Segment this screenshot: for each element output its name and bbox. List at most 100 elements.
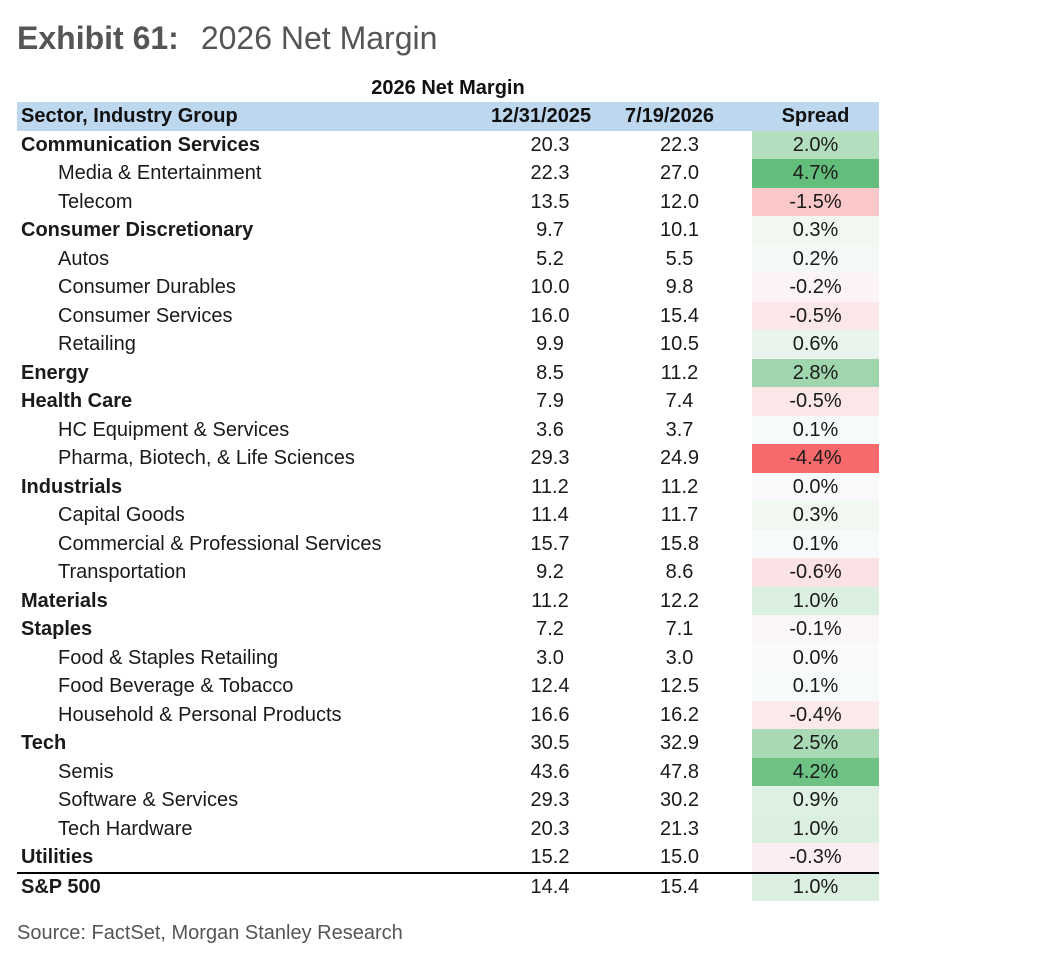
sector-row: Materials 11.2 12.2 1.0% xyxy=(17,586,879,615)
row-spread: 1.0% xyxy=(752,586,879,615)
industry-row: Consumer Services 16.0 15.4 -0.5% xyxy=(17,301,879,330)
row-value-date2: 16.2 xyxy=(660,703,699,726)
row-spread: -4.4% xyxy=(752,444,879,473)
row-name: HC Equipment & Services xyxy=(58,418,290,441)
row-spread: 2.5% xyxy=(752,729,879,758)
row-value-date1: 22.3 xyxy=(530,162,570,184)
row-name: Consumer Services xyxy=(58,304,233,327)
industry-row: Transportation 9.2 8.6 -0.6% xyxy=(17,558,879,587)
sector-row: Health Care 7.9 7.4 -0.5% xyxy=(17,387,879,416)
row-value-date2: 27.0 xyxy=(660,162,699,184)
row-value-date2: 8.6 xyxy=(665,561,694,583)
row-value-date1: 9.2 xyxy=(536,561,564,583)
table-header-row: Sector, Industry Group 12/31/2025 7/19/2… xyxy=(17,102,879,131)
row-name: S&P 500 xyxy=(17,871,479,901)
row-value-date1: 43.6 xyxy=(530,760,570,783)
row-name: Industrials xyxy=(21,475,123,498)
row-spread: 0.1% xyxy=(752,529,879,558)
row-spread: 1.0% xyxy=(752,871,879,901)
row-value-date2: 12.5 xyxy=(660,675,699,697)
row-value-date1: 3.6 xyxy=(536,418,564,441)
row-value-date2: 11.2 xyxy=(660,361,699,384)
column-header-date1: 12/31/2025 xyxy=(479,102,607,131)
row-value-date2: 30.2 xyxy=(660,789,699,811)
industry-row: Semis 43.6 47.8 4.2% xyxy=(17,757,879,786)
row-value-date2: 9.8 xyxy=(665,276,694,298)
row-value-date1: 11.2 xyxy=(531,589,569,612)
total-row: S&P 500 14.4 15.4 1.0% xyxy=(17,871,879,901)
row-value-date2: 47.8 xyxy=(660,760,699,783)
row-value-date2: 21.3 xyxy=(660,817,699,840)
row-spread: -0.3% xyxy=(752,843,879,873)
row-value-date1: 14.4 xyxy=(479,871,607,901)
industry-row: HC Equipment & Services 3.6 3.7 0.1% xyxy=(17,415,879,444)
row-name: Health Care xyxy=(21,390,133,412)
industry-row: Tech Hardware 20.3 21.3 1.0% xyxy=(17,814,879,843)
row-name: Retailing xyxy=(58,333,136,355)
industry-row: Retailing 9.9 10.5 0.6% xyxy=(17,330,879,359)
column-header-spread: Spread xyxy=(752,102,879,131)
row-spread: 0.2% xyxy=(752,244,879,273)
row-spread: -0.1% xyxy=(752,615,879,644)
source-note: Source: FactSet, Morgan Stanley Research xyxy=(17,922,403,944)
sector-row: Tech 30.5 32.9 2.5% xyxy=(17,729,879,758)
industry-row: Food Beverage & Tobacco 12.4 12.5 0.1% xyxy=(17,672,879,701)
sector-row: Staples 7.2 7.1 -0.1% xyxy=(17,615,879,644)
row-name: Capital Goods xyxy=(58,504,185,526)
row-value-date2: 11.7 xyxy=(660,504,699,526)
row-spread: -0.6% xyxy=(752,558,879,587)
row-name: Food & Staples Retailing xyxy=(58,646,279,669)
row-spread: 0.6% xyxy=(752,330,879,359)
row-name: Utilities xyxy=(21,846,94,868)
row-spread: 0.3% xyxy=(752,501,879,530)
row-spread: -1.5% xyxy=(752,187,879,216)
industry-row: Autos 5.2 5.5 0.2% xyxy=(17,244,879,273)
row-name: Consumer Discretionary xyxy=(21,219,254,241)
row-value-date1: 20.3 xyxy=(530,817,570,840)
row-name: Consumer Durables xyxy=(58,276,236,298)
row-name: Transportation xyxy=(58,561,187,583)
row-value-date1: 29.3 xyxy=(530,789,570,811)
industry-row: Food & Staples Retailing 3.0 3.0 0.0% xyxy=(17,643,879,672)
row-spread: 2.8% xyxy=(752,358,879,387)
row-name: Tech xyxy=(21,732,67,754)
row-spread: 4.2% xyxy=(752,757,879,786)
row-spread: 0.0% xyxy=(752,472,879,501)
column-header-sector: Sector, Industry Group xyxy=(17,102,479,131)
exhibit-title: 2026 Net Margin xyxy=(200,20,438,56)
row-value-date1: 5.2 xyxy=(536,247,564,270)
sector-row: Utilities 15.2 15.0 -0.3% xyxy=(17,843,879,873)
row-value-date2: 15.4 xyxy=(607,871,752,901)
row-value-date2: 5.5 xyxy=(665,247,694,270)
industry-row: Household & Personal Products 16.6 16.2 -0.… xyxy=(17,700,879,729)
row-name: Commercial & Professional Services xyxy=(58,532,382,555)
row-value-date1: 8.5 xyxy=(536,361,564,384)
row-name: Software & Services xyxy=(58,789,239,811)
row-value-date2: 3.0 xyxy=(665,646,694,669)
industry-row: Pharma, Biotech, & Life Sciences 29.3 24.9… xyxy=(17,444,879,473)
row-value-date2: 11.2 xyxy=(660,475,699,498)
row-value-date2: 7.1 xyxy=(665,618,694,640)
row-spread: 0.3% xyxy=(752,216,879,245)
row-value-date1: 13.5 xyxy=(530,190,570,213)
sector-row: Energy 8.5 11.2 2.8% xyxy=(17,358,879,387)
row-value-date2: 32.9 xyxy=(660,732,699,754)
industry-row: Capital Goods 11.4 11.7 0.3% xyxy=(17,501,879,530)
row-value-date1: 16.6 xyxy=(530,703,570,726)
row-value-date2: 15.0 xyxy=(660,846,699,868)
row-value-date2: 22.3 xyxy=(660,133,699,156)
row-spread: -0.5% xyxy=(752,387,879,416)
row-spread: 0.0% xyxy=(752,643,879,672)
row-name: Food Beverage & Tobacco xyxy=(58,675,294,697)
table-body: Communication Services 20.3 22.3 2.0% Media … xyxy=(17,130,879,901)
exhibit-label: Exhibit 61: xyxy=(17,20,179,56)
row-name: Energy xyxy=(21,361,89,384)
row-value-date1: 20.3 xyxy=(530,133,570,156)
row-spread: 0.1% xyxy=(752,415,879,444)
row-value-date2: 12.2 xyxy=(660,589,699,612)
row-value-date1: 29.3 xyxy=(530,447,570,469)
row-name: Tech Hardware xyxy=(58,817,193,840)
industry-row: Media & Entertainment 22.3 27.0 4.7% xyxy=(17,159,879,188)
row-value-date1: 11.2 xyxy=(531,475,569,498)
row-spread: 0.9% xyxy=(752,786,879,815)
